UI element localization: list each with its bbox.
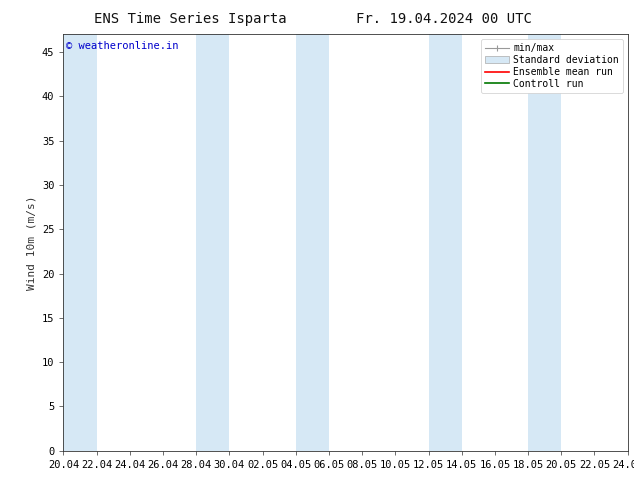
- Y-axis label: Wind 10m (m/s): Wind 10m (m/s): [27, 196, 36, 290]
- Text: ENS Time Series Isparta: ENS Time Series Isparta: [94, 12, 287, 26]
- Bar: [63, 34, 96, 451]
- Bar: [528, 34, 561, 451]
- Legend: min/max, Standard deviation, Ensemble mean run, Controll run: min/max, Standard deviation, Ensemble me…: [481, 39, 623, 93]
- Text: © weatheronline.in: © weatheronline.in: [66, 41, 179, 50]
- Bar: [295, 34, 329, 451]
- Text: Fr. 19.04.2024 00 UTC: Fr. 19.04.2024 00 UTC: [356, 12, 532, 26]
- Bar: [429, 34, 462, 451]
- Bar: [196, 34, 230, 451]
